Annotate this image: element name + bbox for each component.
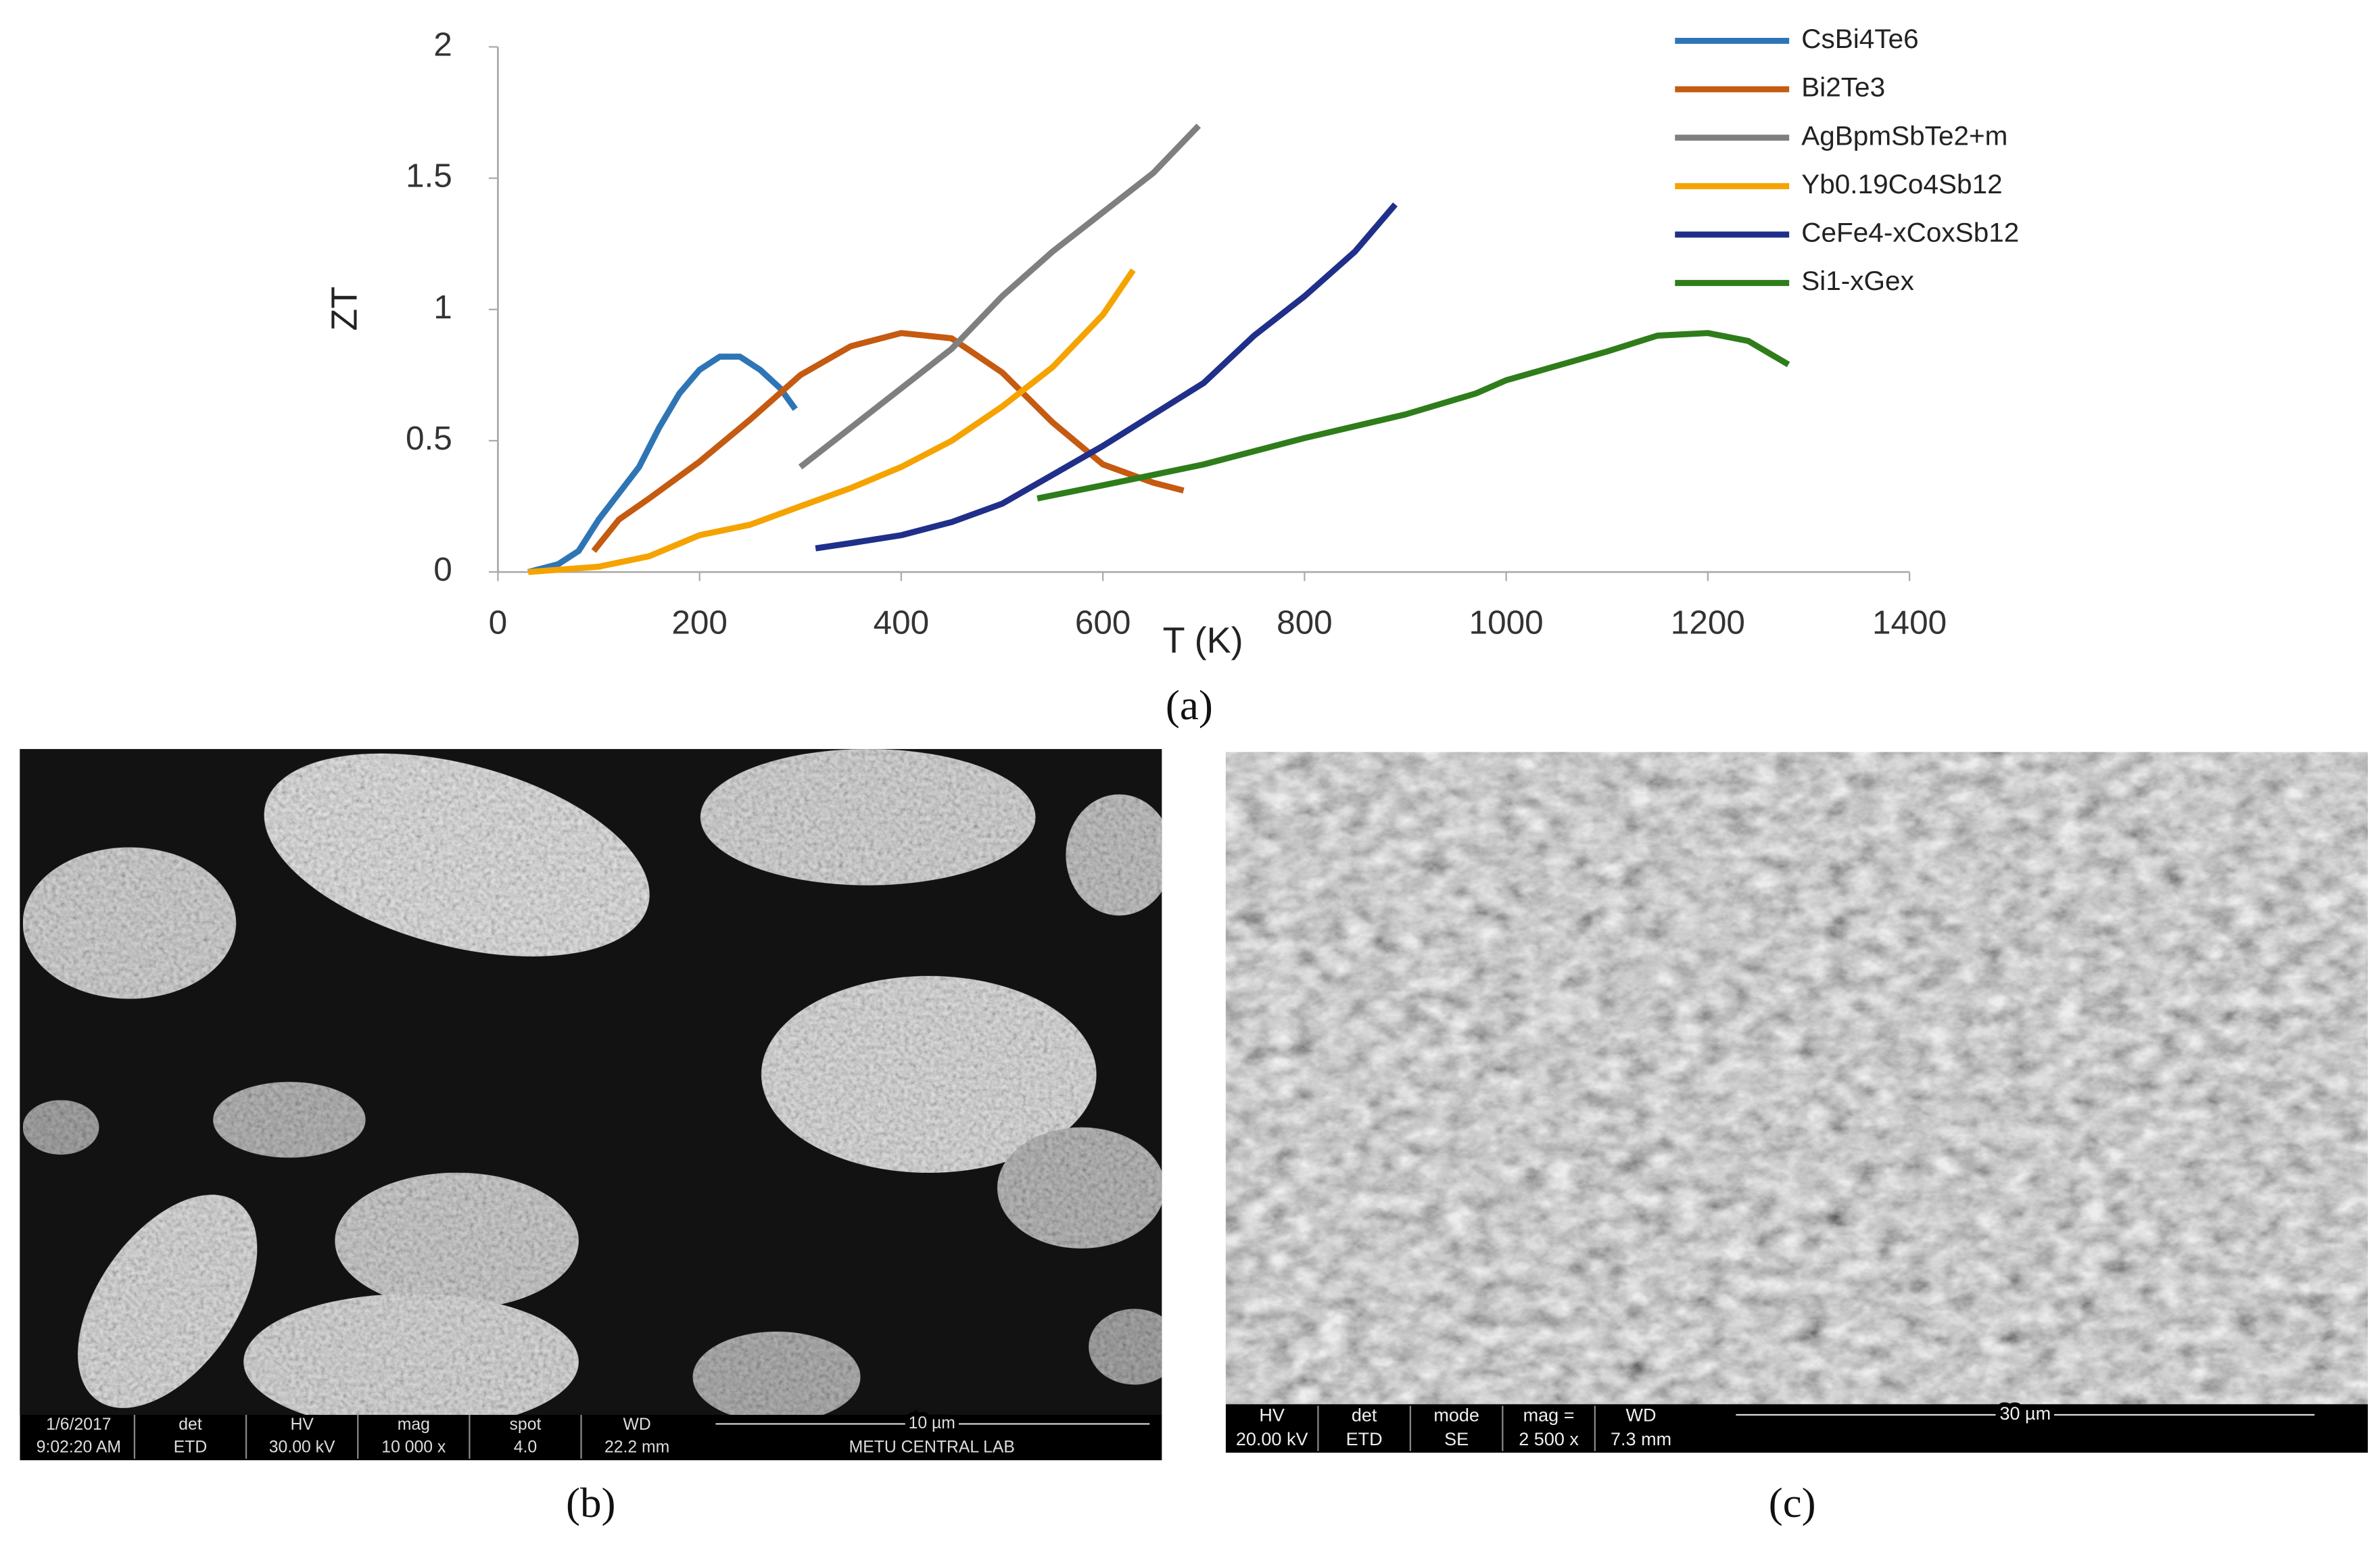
info-header: WD [1626,1405,1657,1425]
legend-label: AgBpmSbTe2+m [1801,120,2007,151]
legend-label: Bi2Te3 [1801,72,1885,103]
caption-b: (b) [566,1479,616,1526]
y-axis-title: ZT [325,287,365,331]
info-value: SE [1444,1429,1469,1449]
info-value: 9:02:20 AM [37,1438,121,1457]
info-header: spot [510,1416,542,1434]
x-axis-title: T (K) [1163,621,1243,661]
info-header: HV [1259,1405,1285,1425]
info-value: ETD [1346,1429,1383,1449]
x-tick-label: 400 [874,604,930,642]
x-tick-label: 200 [671,604,728,642]
info-bar-b: 1/6/2017 9:02:20 AM det ETD HV 30.00 kV mag 10 … [37,1415,669,1459]
series-line [527,268,1136,575]
info-value: 22.2 mm [604,1438,669,1457]
info-value: ETD [174,1438,208,1457]
legend-label: CeFe4-xCoxSb12 [1801,217,2019,248]
x-tick-label: 1000 [1469,604,1544,642]
legend-label: CsBi4Te6 [1801,23,1918,54]
legend-label: Yb0.19Co4Sb12 [1801,168,2002,199]
y-tick-label: 1 [433,289,452,326]
chart-a: 0 0.5 1 1.5 2 0 200 400 600 800 1000 1200 1400 CsBi4T… [406,23,2019,641]
info-value: 30.00 kV [269,1438,335,1457]
info-value: 20.00 kV [1236,1429,1308,1449]
y-tick-label: 1.5 [406,158,452,195]
y-tick-label: 0 [433,551,452,588]
lab-label: METU CENTRAL LAB [849,1438,1015,1457]
info-bar-c: HV 20.00 kV det ETD mode SE mag = 2 500 x WD 7.3 … [1236,1405,1671,1451]
scale-label-c: 30 µm [1999,1403,2051,1424]
info-header: 1/6/2017 [46,1416,111,1434]
info-header: mag = [1523,1405,1575,1425]
info-value: 4.0 [514,1438,537,1457]
x-tick-label: 1200 [1671,604,1745,642]
series-line [527,354,798,575]
series-line [591,330,1185,553]
info-value: 10 000 x [381,1438,446,1457]
caption-c: (c) [1769,1479,1816,1526]
y-tick-label: 0.5 [406,420,452,457]
info-header: HV [290,1416,314,1434]
scale-label-b: 10 µm [909,1414,955,1432]
info-header: det [178,1416,202,1434]
info-value: 7.3 mm [1611,1429,1671,1449]
info-value: 2 500 x [1519,1429,1579,1449]
sem-image-b [20,749,1162,1461]
series-line [798,123,1201,470]
series-line [815,202,1398,552]
info-header: WD [623,1416,650,1434]
x-tick-label: 1400 [1872,604,1947,642]
info-header: mode [1433,1405,1479,1425]
x-tick-label: 600 [1075,604,1131,642]
x-tick-label: 800 [1277,604,1333,642]
sem-image-c [1225,752,2368,1453]
y-tick-label: 2 [433,26,452,64]
series-line [1037,330,1790,502]
info-header: det [1352,1405,1377,1425]
legend-label: Si1-xGex [1801,265,1914,296]
x-tick-label: 0 [489,604,508,642]
info-header: mag [398,1416,430,1434]
caption-a: (a) [1166,681,1213,729]
